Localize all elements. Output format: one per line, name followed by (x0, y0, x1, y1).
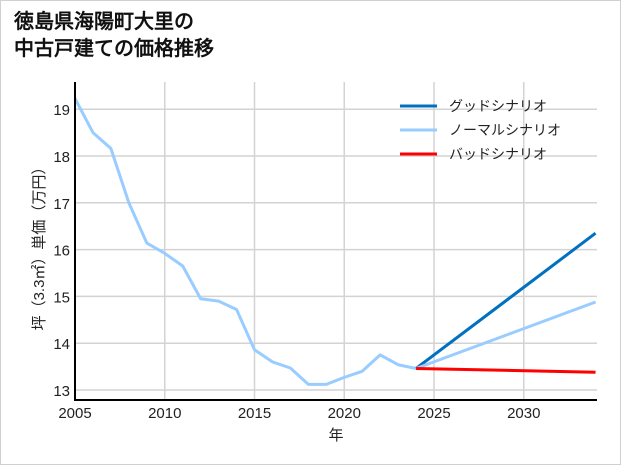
y-tick-label: 18 (53, 149, 70, 166)
y-tick-label: 13 (53, 383, 70, 400)
legend-label: グッドシナリオ (449, 98, 547, 114)
legend-label: ノーマルシナリオ (449, 122, 561, 138)
y-axis-label: 坪（3.3㎡）単価（万円） (31, 160, 48, 331)
x-tick-label: 2005 (58, 405, 91, 422)
y-tick-label: 15 (53, 289, 70, 306)
x-tick-label: 2030 (507, 405, 540, 422)
x-tick-label: 2015 (238, 405, 271, 422)
axes (74, 82, 597, 401)
legend-label: バッドシナリオ (449, 146, 547, 162)
y-tick-labels: 13 14 15 16 17 18 19 (53, 102, 70, 400)
x-tick-labels: 2005 2010 2015 2020 2025 2030 (58, 405, 540, 422)
y-tick-label: 17 (53, 196, 70, 213)
y-tick-label: 19 (53, 102, 70, 119)
chart-title: 徳島県海陽町大里の 中古戸建ての価格推移 (14, 8, 214, 62)
x-tick-label: 2025 (417, 405, 450, 422)
data-series (73, 97, 597, 386)
chart-title-line-2: 中古戸建ての価格推移 (14, 36, 214, 60)
chart-title-line-1: 徳島県海陽町大里の (14, 9, 194, 33)
series-line (415, 232, 597, 370)
x-tick-label: 2020 (328, 405, 361, 422)
x-axis-label: 年 (328, 427, 343, 444)
y-tick-label: 16 (53, 243, 70, 260)
series-line (416, 366, 596, 374)
x-tick-label: 2010 (148, 405, 181, 422)
series-line (73, 97, 417, 386)
y-tick-label: 14 (53, 336, 70, 353)
series-line (415, 300, 597, 370)
